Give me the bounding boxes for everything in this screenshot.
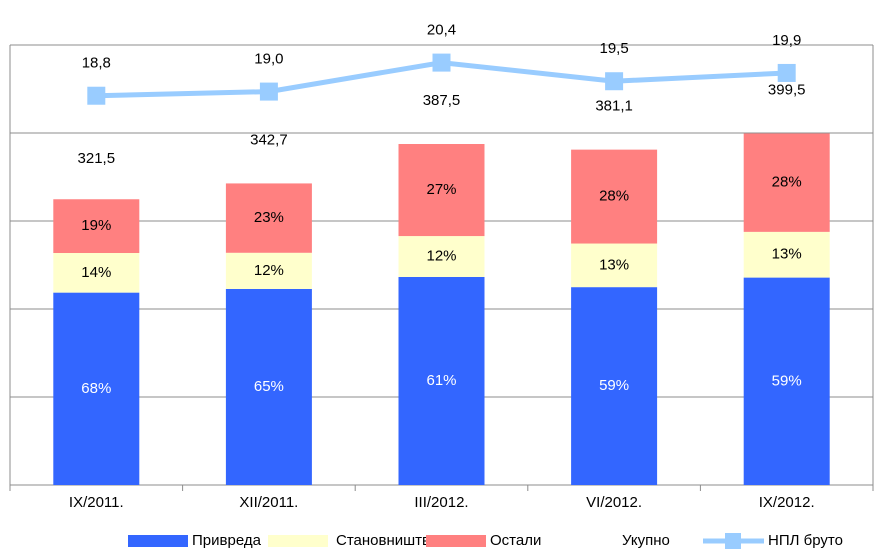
data-label: 65%: [254, 378, 284, 395]
legend-swatch: [128, 535, 188, 547]
bar-segment: [398, 276, 485, 485]
line-label: 18,8: [82, 55, 111, 72]
legend-swatch: [426, 535, 486, 547]
data-label: 12%: [426, 247, 456, 264]
data-label: 12%: [254, 262, 284, 279]
legend-label: НПЛ бруто: [768, 532, 843, 549]
line-marker: [605, 72, 624, 91]
bar-segment: [571, 287, 658, 485]
line-marker: [87, 86, 106, 105]
bar-segment: [225, 183, 312, 253]
legend-swatch: [268, 535, 328, 547]
legend-label: Привреда: [192, 532, 262, 549]
x-tick-label: XII/2011.: [239, 494, 298, 511]
bar-segment: [398, 144, 485, 237]
x-tick-label: IX/2011.: [69, 494, 124, 511]
line-label: 19,0: [254, 51, 283, 68]
legend-label: Укупно: [622, 532, 670, 549]
bar-segment: [53, 292, 140, 485]
line-marker: [259, 82, 278, 101]
bar-segment: [571, 149, 658, 244]
bar-segment: [743, 277, 830, 485]
data-label: 68%: [81, 380, 111, 397]
bar-segment: [743, 231, 830, 278]
data-label: 13%: [772, 246, 802, 263]
bar-segment: [53, 199, 140, 254]
line-label: 19,9: [772, 32, 801, 49]
bar-segment: [398, 236, 485, 277]
data-label: 61%: [426, 372, 456, 389]
data-label: 59%: [772, 372, 802, 389]
legend-label: Становништво: [336, 532, 438, 549]
data-label: 59%: [599, 377, 629, 394]
bar-segment: [743, 133, 830, 232]
total-label: 342,7: [250, 131, 288, 148]
legend-marker: [725, 533, 741, 549]
line-marker: [777, 63, 796, 82]
total-label: 399,5: [768, 81, 806, 98]
data-label: 27%: [426, 181, 456, 198]
total-label: 321,5: [78, 150, 116, 167]
x-tick-label: III/2012.: [414, 494, 468, 511]
data-label: 23%: [254, 209, 284, 226]
data-label: 14%: [81, 264, 111, 281]
data-label: 28%: [772, 174, 802, 191]
bar-segment: [225, 252, 312, 289]
bar-segment: [225, 288, 312, 485]
bar-segment: [53, 253, 140, 293]
x-tick-label: VI/2012.: [586, 494, 642, 511]
x-tick-label: IX/2012.: [759, 494, 815, 511]
line-label: 20,4: [427, 22, 456, 39]
line-label: 19,5: [599, 40, 628, 57]
data-label: 13%: [599, 256, 629, 273]
line-marker: [432, 53, 451, 72]
data-label: 19%: [81, 217, 111, 234]
total-label: 381,1: [595, 98, 633, 115]
legend-label: Остали: [490, 532, 541, 549]
total-label: 387,5: [423, 92, 461, 109]
bar-segment: [571, 243, 658, 288]
data-label: 28%: [599, 188, 629, 205]
